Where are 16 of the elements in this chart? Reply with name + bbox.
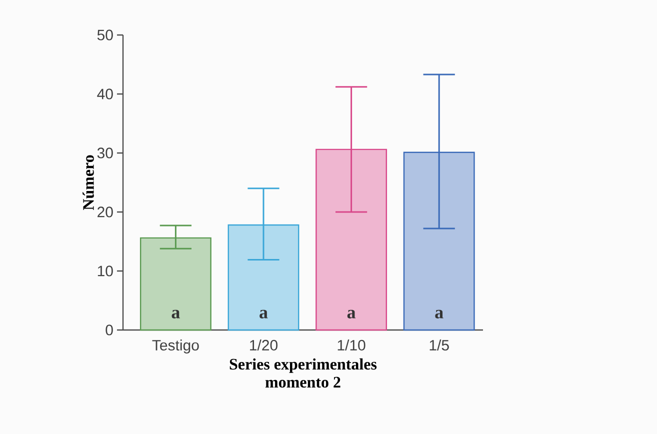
annotation: a <box>172 310 180 318</box>
y-axis-title: Número <box>82 155 94 210</box>
y-tick-label: 10 <box>98 266 113 276</box>
x-tick-label: 1/10 <box>338 340 366 351</box>
x-tick-label: 1/20 <box>250 340 278 351</box>
annotation: a <box>435 310 444 318</box>
annotation: a <box>347 310 356 318</box>
y-tick-label: 20 <box>98 206 113 218</box>
x-tick-label: Testigo <box>152 340 199 354</box>
y-tick-label: 40 <box>97 88 113 100</box>
annotation: a <box>260 310 268 318</box>
x-axis-title: Series experimentales momento 2 <box>230 358 377 388</box>
y-tick-label: 0 <box>106 324 113 336</box>
x-tick-label: 1/5 <box>430 340 449 351</box>
y-tick-label: 50 <box>97 30 113 40</box>
y-tick-label: 30 <box>97 148 113 158</box>
